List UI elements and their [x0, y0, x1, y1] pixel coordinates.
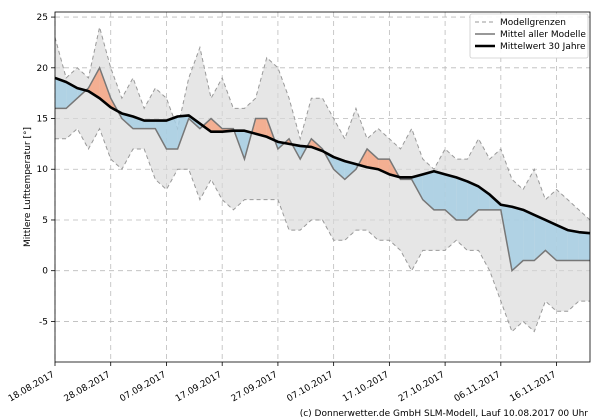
anomaly-segment — [578, 232, 590, 261]
legend-box — [469, 13, 589, 59]
anomaly-segment — [255, 118, 267, 137]
model-lower-bound — [55, 127, 590, 333]
model-mean-line — [55, 65, 590, 273]
legend-label-modellgrenzen: Modellgrenzen — [500, 18, 566, 28]
anomaly-segment — [534, 214, 546, 261]
y-axis-label: Mittlere Lufttemperatur [°] — [23, 127, 33, 247]
model-range-area — [55, 27, 590, 332]
anomaly-segment — [133, 116, 145, 129]
anomaly-segment — [478, 186, 490, 210]
model-range-band — [54, 27, 591, 333]
y-tick-label: 20 — [37, 64, 49, 74]
legend: Modellgrenzen Mittel aller Modelle Mitte… — [469, 13, 589, 59]
model-upper-bound — [54, 27, 591, 221]
anomaly-segment — [155, 120, 167, 149]
anomaly-segment — [144, 120, 156, 129]
anomaly-segment — [333, 157, 345, 180]
anomaly-segment — [445, 174, 457, 220]
anomaly-segment — [202, 118, 212, 132]
y-axis-ticks: -5 0 5 10 15 20 25 — [37, 13, 55, 327]
y-tick-label: 15 — [37, 115, 48, 125]
anomaly-segment — [66, 82, 78, 109]
y-tick-label: 0 — [42, 267, 48, 277]
credit-text: (c) Donnerwetter.de GmbH SLM-Modell, Lau… — [300, 409, 589, 419]
climate-mean-line — [54, 76, 591, 235]
anomaly-segment — [121, 113, 134, 129]
series-lines — [54, 65, 591, 273]
anomaly-segment — [545, 219, 557, 261]
anomaly-segment — [422, 171, 434, 210]
anomaly-segment — [556, 225, 568, 261]
y-tick-label: -5 — [39, 317, 48, 327]
y-tick-label: 25 — [37, 13, 48, 23]
anomaly-segment — [511, 206, 524, 271]
anomaly-segment — [433, 171, 446, 210]
plot-frame — [54, 11, 591, 363]
y-tick-label: 5 — [42, 216, 48, 226]
anomaly-segment — [88, 67, 100, 99]
anomaly-segment — [467, 181, 479, 220]
anomaly-segment — [166, 116, 178, 149]
anomaly-segment — [523, 209, 535, 261]
legend-label-mittelwert-30: Mittelwert 30 Jahre — [500, 42, 586, 52]
anomaly-segment — [367, 148, 379, 170]
anomaly-segment — [99, 67, 111, 108]
anomaly-segment — [567, 230, 579, 261]
legend-label-mittel-modelle: Mittel aller Modelle — [500, 30, 586, 40]
y-tick-label: 10 — [37, 165, 49, 175]
anomaly-segment — [55, 77, 67, 109]
anomaly-segment — [456, 177, 468, 220]
anomaly-segment — [344, 161, 356, 180]
